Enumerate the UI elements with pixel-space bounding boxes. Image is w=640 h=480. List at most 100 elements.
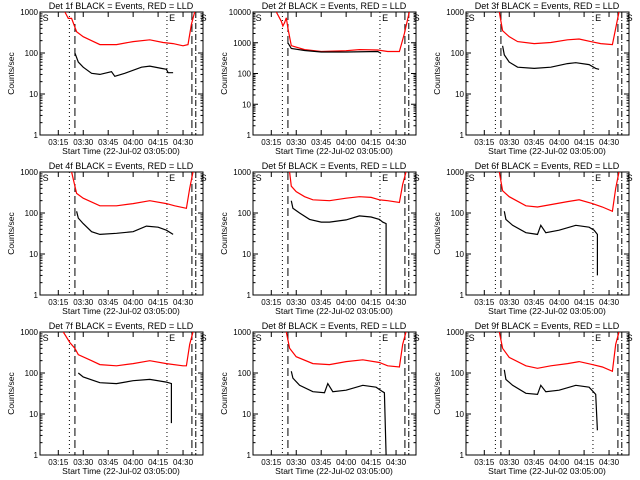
x-tick-label: 03:15 (474, 458, 495, 467)
marker-label-S: S (256, 333, 262, 343)
x-tick-label: 03:45 (98, 138, 119, 147)
series-line-lld (498, 12, 620, 46)
x-tick-label: 03:45 (524, 138, 545, 147)
marker-label-S: S (201, 173, 207, 183)
marker-label-S: S (43, 173, 49, 183)
series-line-lld (498, 332, 620, 373)
x-tick-label: 03:15 (48, 458, 69, 467)
x-tick-label: 03:15 (261, 298, 282, 307)
y-axis-label: Counts/sec (432, 51, 442, 94)
x-tick-label: 03:15 (474, 138, 495, 147)
panel-title: Det 7f BLACK = Events, RED = LLD (49, 321, 194, 331)
marker-label-E: E (382, 333, 388, 343)
y-tick-label: 1 (460, 451, 465, 460)
y-tick-label: 1 (34, 291, 39, 300)
x-tick-label: 03:45 (98, 458, 119, 467)
x-tick-label: 04:15 (148, 458, 169, 467)
x-tick-label: 04:15 (148, 298, 169, 307)
x-tick-label: 04:15 (574, 458, 595, 467)
marker-label-S: S (469, 173, 475, 183)
panel-title: Det 6f BLACK = Events, RED = LLD (475, 161, 620, 171)
y-tick-label: 10 (29, 90, 38, 99)
chart-panel-8: Det 8f BLACK = Events, RED = LLD 1 10 100 10… (219, 321, 420, 476)
marker-label-E: E (169, 173, 175, 183)
panel-title: Det 9f BLACK = Events, RED = LLD (475, 321, 620, 331)
chart-panel-3: Det 3f BLACK = Events, RED = LLD 1 10 100 10… (432, 1, 633, 156)
marker-label-S: S (414, 333, 420, 343)
x-tick-label: 03:30 (286, 138, 307, 147)
panel-title: Det 5f BLACK = Events, RED = LLD (262, 161, 407, 171)
series-line-events (290, 371, 387, 455)
x-tick-label: 03:30 (499, 298, 520, 307)
y-tick-label: 100 (238, 369, 252, 378)
y-tick-label: 10 (242, 250, 251, 259)
y-tick-label: 1 (247, 131, 252, 140)
y-tick-label: 1000 (20, 168, 38, 177)
panel-title: Det 1f BLACK = Events, RED = LLD (49, 1, 194, 11)
y-tick-label: 1000 (20, 328, 38, 337)
x-tick-label: 04:30 (386, 298, 407, 307)
x-tick-label: 04:30 (386, 138, 407, 147)
x-tick-label: 04:30 (599, 138, 620, 147)
series-line-events (287, 42, 382, 54)
marker-label-S: S (256, 173, 262, 183)
x-tick-label: 03:30 (499, 458, 520, 467)
y-tick-label: 1000 (233, 328, 251, 337)
x-tick-label: 03:45 (524, 458, 545, 467)
y-axis-label: Counts/sec (6, 371, 16, 414)
x-tick-label: 03:30 (73, 138, 94, 147)
x-tick-label: 04:30 (173, 298, 194, 307)
panel-title: Det 3f BLACK = Events, RED = LLD (475, 1, 620, 11)
x-axis-label: Start Time (22-Jul-02 03:05:00) (62, 466, 180, 476)
y-axis-label: Counts/sec (6, 211, 16, 254)
marker-label-S: S (627, 333, 633, 343)
series-line-events (77, 372, 172, 424)
y-tick-label: 1 (247, 291, 252, 300)
y-axis-label: Counts/sec (219, 371, 229, 414)
chart-panel-5: Det 5f BLACK = Events, RED = LLD 1 10 100 10… (219, 161, 420, 316)
x-tick-label: 04:00 (336, 298, 357, 307)
marker-label-S: S (201, 333, 207, 343)
plot-frame (39, 11, 204, 136)
x-tick-label: 03:15 (474, 298, 495, 307)
marker-label-E: E (382, 13, 388, 23)
x-tick-label: 04:30 (599, 298, 620, 307)
plot-frame (252, 171, 417, 296)
marker-label-S: S (627, 13, 633, 23)
x-axis-label: Start Time (22-Jul-02 03:05:00) (488, 306, 606, 316)
x-axis-label: Start Time (22-Jul-02 03:05:00) (275, 306, 393, 316)
x-tick-label: 03:30 (73, 458, 94, 467)
y-tick-label: 10000 (229, 8, 252, 17)
y-tick-label: 100 (238, 209, 252, 218)
marker-label-E: E (382, 173, 388, 183)
series-line-events (502, 45, 600, 70)
series-line-lld (285, 332, 407, 368)
x-tick-label: 04:15 (574, 298, 595, 307)
plot-frame (465, 171, 630, 296)
x-tick-label: 03:15 (261, 138, 282, 147)
x-tick-label: 04:15 (361, 458, 382, 467)
series-line-events (503, 369, 598, 431)
x-axis-label: Start Time (22-Jul-02 03:05:00) (488, 466, 606, 476)
y-axis-label: Counts/sec (432, 211, 442, 254)
plot-frame (465, 11, 630, 136)
x-axis-label: Start Time (22-Jul-02 03:05:00) (275, 146, 393, 156)
x-axis-label: Start Time (22-Jul-02 03:05:00) (488, 146, 606, 156)
x-tick-label: 03:30 (286, 458, 307, 467)
marker-label-E: E (169, 333, 175, 343)
y-tick-label: 10 (29, 250, 38, 259)
series-line-events (76, 211, 174, 236)
x-tick-label: 04:00 (123, 298, 144, 307)
x-tick-label: 03:15 (48, 298, 69, 307)
series-line-lld (289, 172, 407, 204)
x-tick-label: 03:45 (98, 298, 119, 307)
x-tick-label: 04:15 (361, 298, 382, 307)
x-tick-label: 03:30 (73, 298, 94, 307)
chart-panel-4: Det 4f BLACK = Events, RED = LLD 1 10 100 10… (6, 161, 207, 316)
plot-frame (252, 11, 417, 136)
x-tick-label: 04:30 (173, 138, 194, 147)
chart-panel-1: Det 1f BLACK = Events, RED = LLD 1 10 100 10… (6, 1, 207, 156)
y-tick-label: 1000 (446, 168, 464, 177)
x-axis-label: Start Time (22-Jul-02 03:05:00) (62, 306, 180, 316)
